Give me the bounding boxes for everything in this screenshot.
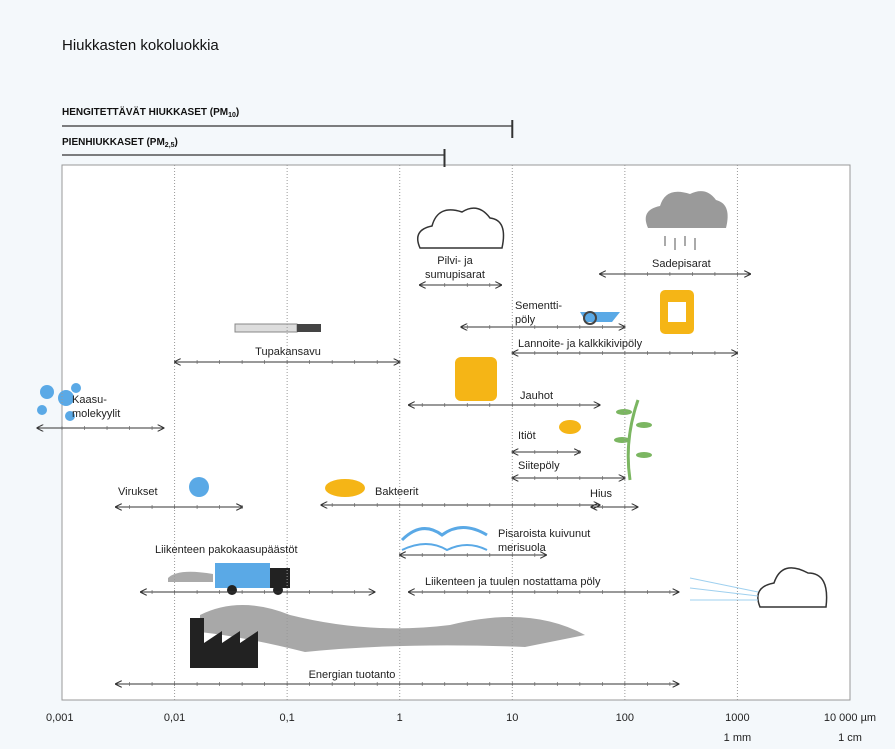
unit-label: 1 mm bbox=[724, 732, 752, 744]
x-tick-label: 0,1 bbox=[279, 712, 294, 724]
pm-label: HENGITETTÄVÄT HIUKKASET (PM10) bbox=[62, 105, 239, 119]
item-label: Pisaroista kuivunut bbox=[498, 528, 590, 540]
item-label: Lannoite- ja kalkkikivipöly bbox=[518, 338, 643, 350]
pm-text: HENGITETTÄVÄT HIUKKASET (PM bbox=[62, 105, 228, 118]
item-label: Siitepöly bbox=[518, 460, 560, 472]
x-tick-label: 0,001 bbox=[46, 712, 74, 724]
plot-area bbox=[61, 164, 851, 701]
pm-text: ) bbox=[175, 137, 178, 148]
pm-sub: 2,5 bbox=[165, 142, 175, 149]
title: Hiukkasten kokoluokkia bbox=[62, 37, 219, 54]
item-label: merisuola bbox=[498, 542, 547, 554]
pm-text: PIENHIUKKASET (PM bbox=[62, 137, 165, 148]
item-label: Liikenteen pakokaasupäästöt bbox=[155, 544, 298, 556]
item-label: Bakteerit bbox=[375, 486, 418, 498]
item-label: Kaasu- bbox=[72, 394, 107, 406]
item-label: Sementti- bbox=[515, 300, 562, 312]
item-label: Itiöt bbox=[518, 430, 536, 442]
item-label: Sadepisarat bbox=[652, 258, 711, 270]
icons bbox=[37, 191, 828, 668]
pm-label: PIENHIUKKASET (PM2,5) bbox=[62, 137, 178, 149]
item-label: Liikenteen ja tuulen nostattama pöly bbox=[425, 576, 601, 588]
item-label: Hius bbox=[590, 488, 613, 500]
pm-text: ) bbox=[236, 107, 239, 118]
x-tick-label: 10 000 µm bbox=[824, 712, 876, 724]
unit-label: 1 cm bbox=[838, 732, 862, 744]
item-label: Jauhot bbox=[520, 390, 553, 402]
x-tick-label: 10 bbox=[506, 712, 518, 724]
x-tick-label: 1000 bbox=[725, 712, 749, 724]
pm-sub: 10 bbox=[228, 112, 236, 119]
item-label: Virukset bbox=[118, 486, 158, 498]
x-tick-label: 100 bbox=[616, 712, 634, 724]
item-label: Pilvi- ja bbox=[437, 255, 473, 267]
item-label: pöly bbox=[515, 314, 536, 326]
item-label: Tupakansavu bbox=[255, 346, 321, 358]
item-label: Energian tuotanto bbox=[309, 669, 396, 681]
item-label: sumupisarat bbox=[425, 269, 485, 281]
x-tick-label: 1 bbox=[397, 712, 403, 724]
x-tick-label: 0,01 bbox=[164, 712, 185, 724]
item-label: molekyylit bbox=[72, 408, 120, 420]
